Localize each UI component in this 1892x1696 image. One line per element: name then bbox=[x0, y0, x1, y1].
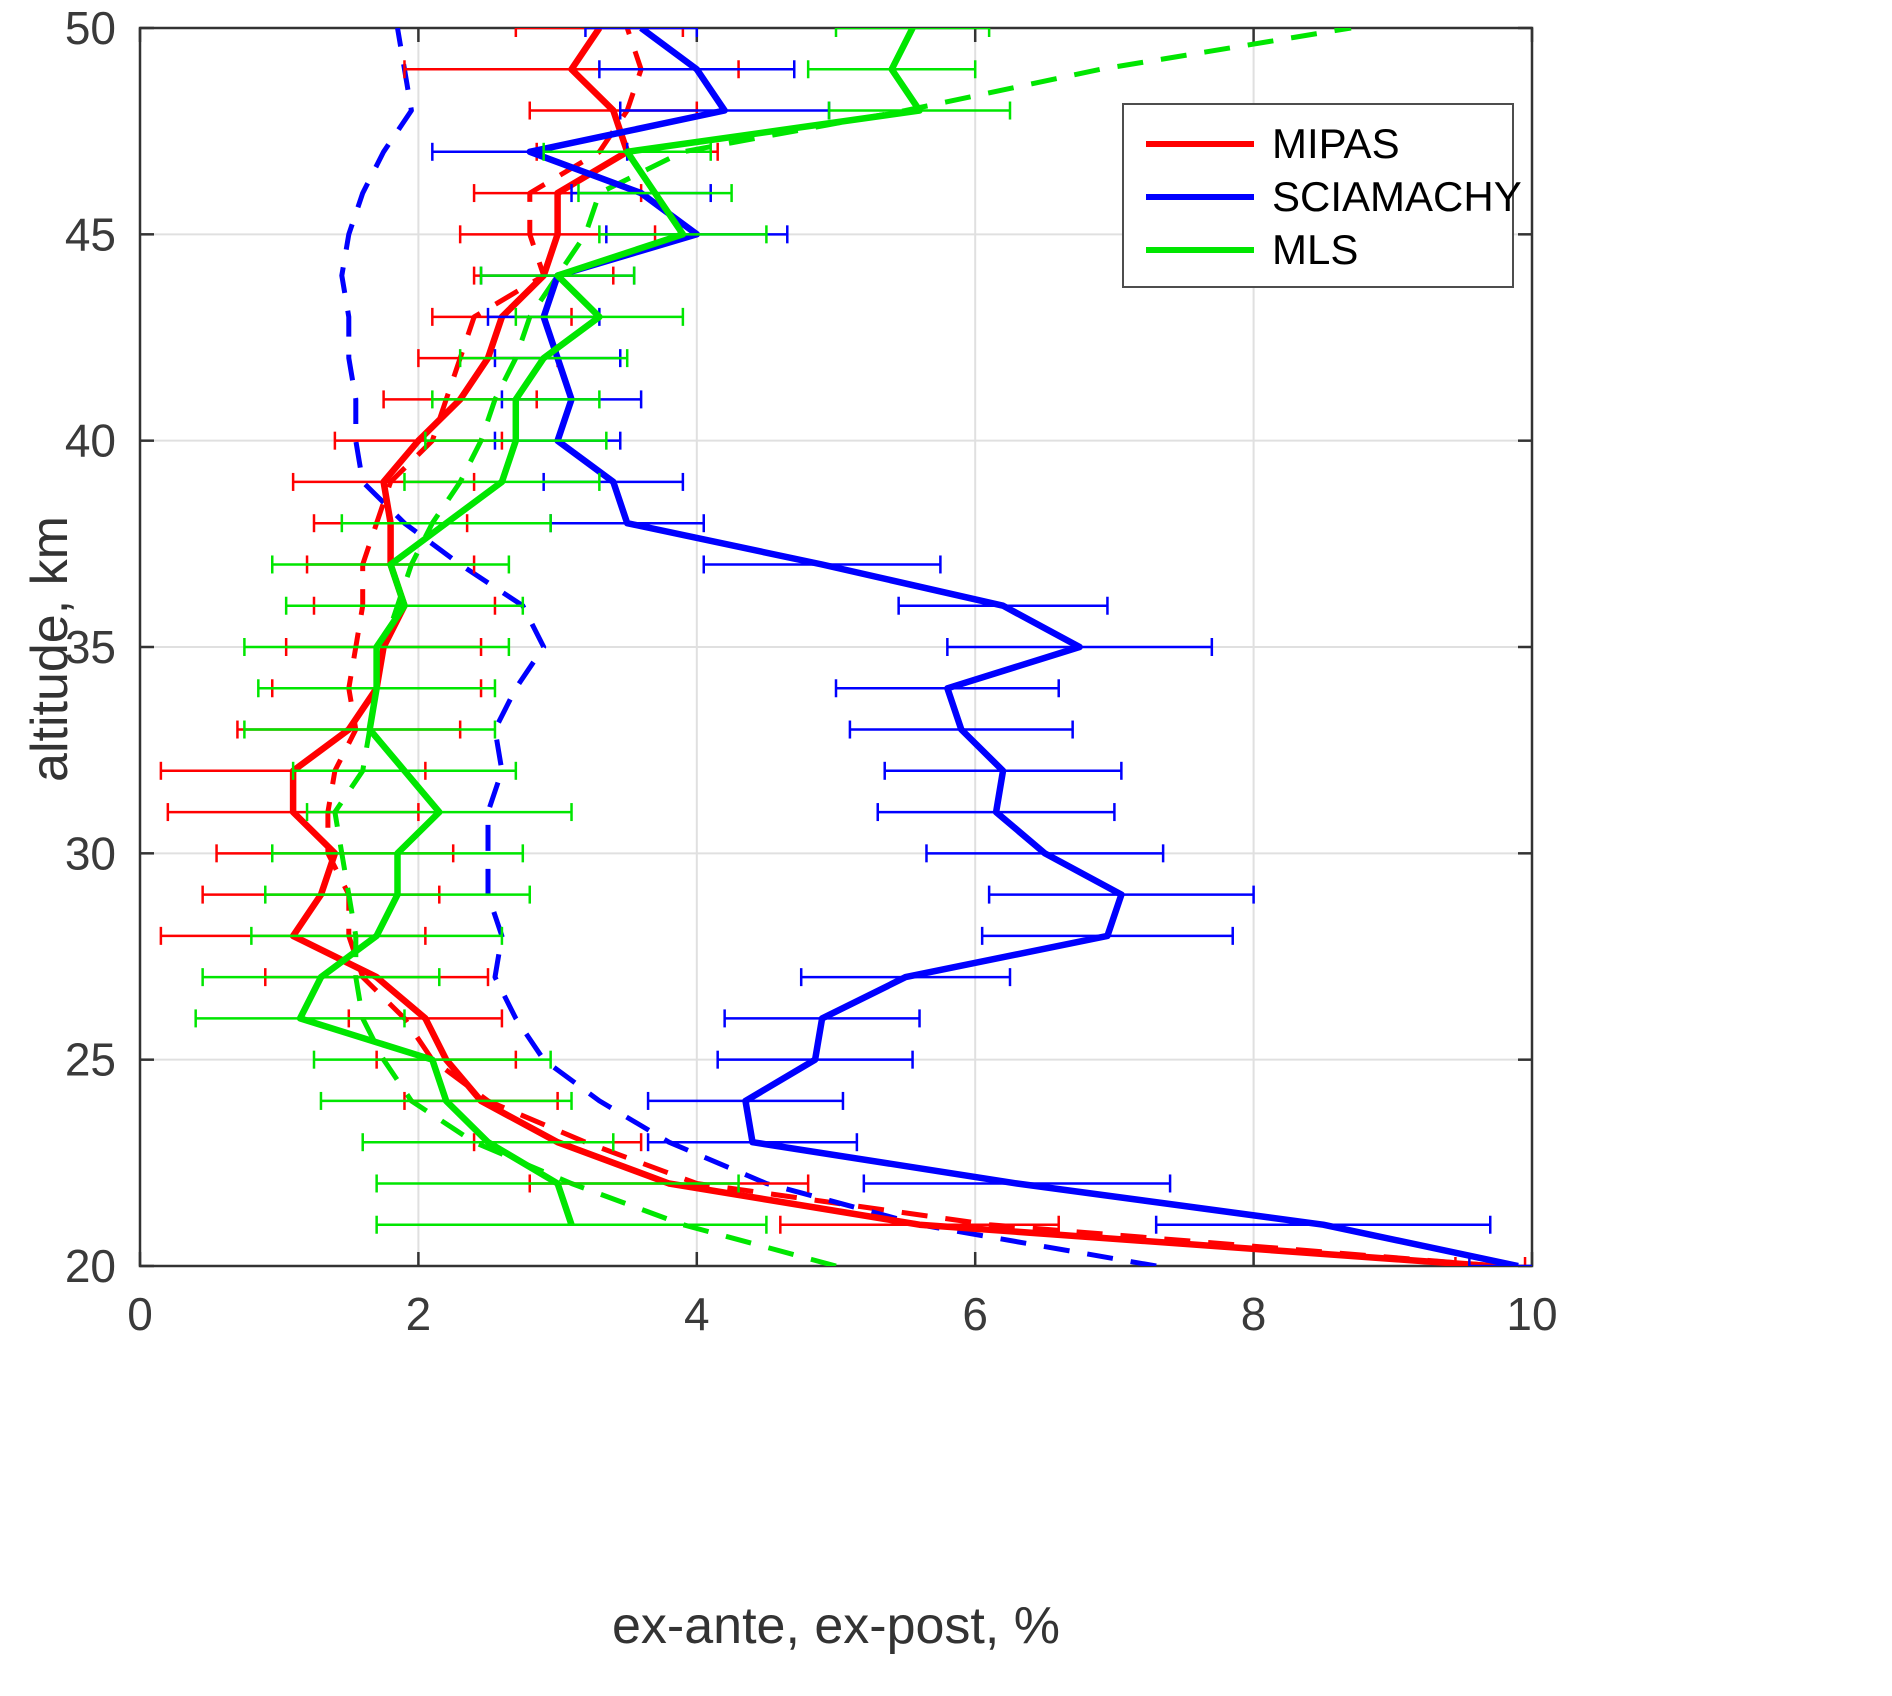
legend-label-sciamachy: SCIAMACHY bbox=[1272, 172, 1522, 220]
y-tick-label: 35 bbox=[65, 621, 116, 673]
y-tick-label: 50 bbox=[65, 2, 116, 54]
legend-line-mls bbox=[1146, 246, 1254, 253]
legend: MIPAS SCIAMACHY MLS bbox=[1122, 103, 1522, 288]
series-layer bbox=[159, 28, 1532, 1266]
x-tick-label: 10 bbox=[1506, 1288, 1557, 1340]
y-tick-label: 20 bbox=[65, 1240, 116, 1292]
legend-label-mipas: MIPAS bbox=[1272, 119, 1400, 167]
x-tick-label: 0 bbox=[127, 1288, 153, 1340]
y-axis-label: altitude, km bbox=[21, 516, 79, 782]
series-line-mls-ex-post bbox=[296, 28, 923, 1226]
x-tick-label: 2 bbox=[406, 1288, 432, 1340]
y-tick-label: 40 bbox=[65, 415, 116, 467]
legend-item-mls: MLS bbox=[1146, 223, 1502, 276]
legend-label-mls: MLS bbox=[1272, 225, 1359, 273]
series-line-sciamachy-ex-ante bbox=[339, 28, 1157, 1266]
x-tick-label: 8 bbox=[1241, 1288, 1267, 1340]
x-tick-label: 4 bbox=[684, 1288, 710, 1340]
y-tick-label: 30 bbox=[65, 827, 116, 879]
legend-item-mipas: MIPAS bbox=[1146, 117, 1502, 170]
legend-line-mipas bbox=[1146, 140, 1254, 147]
x-axis-label: ex-ante, ex-post, % bbox=[612, 1597, 1060, 1655]
legend-item-sciamachy: SCIAMACHY bbox=[1146, 170, 1522, 223]
y-tick-label: 45 bbox=[65, 208, 116, 260]
y-tick-label: 25 bbox=[65, 1034, 116, 1086]
legend-line-sciamachy bbox=[1146, 193, 1254, 200]
x-tick-label: 6 bbox=[962, 1288, 988, 1340]
